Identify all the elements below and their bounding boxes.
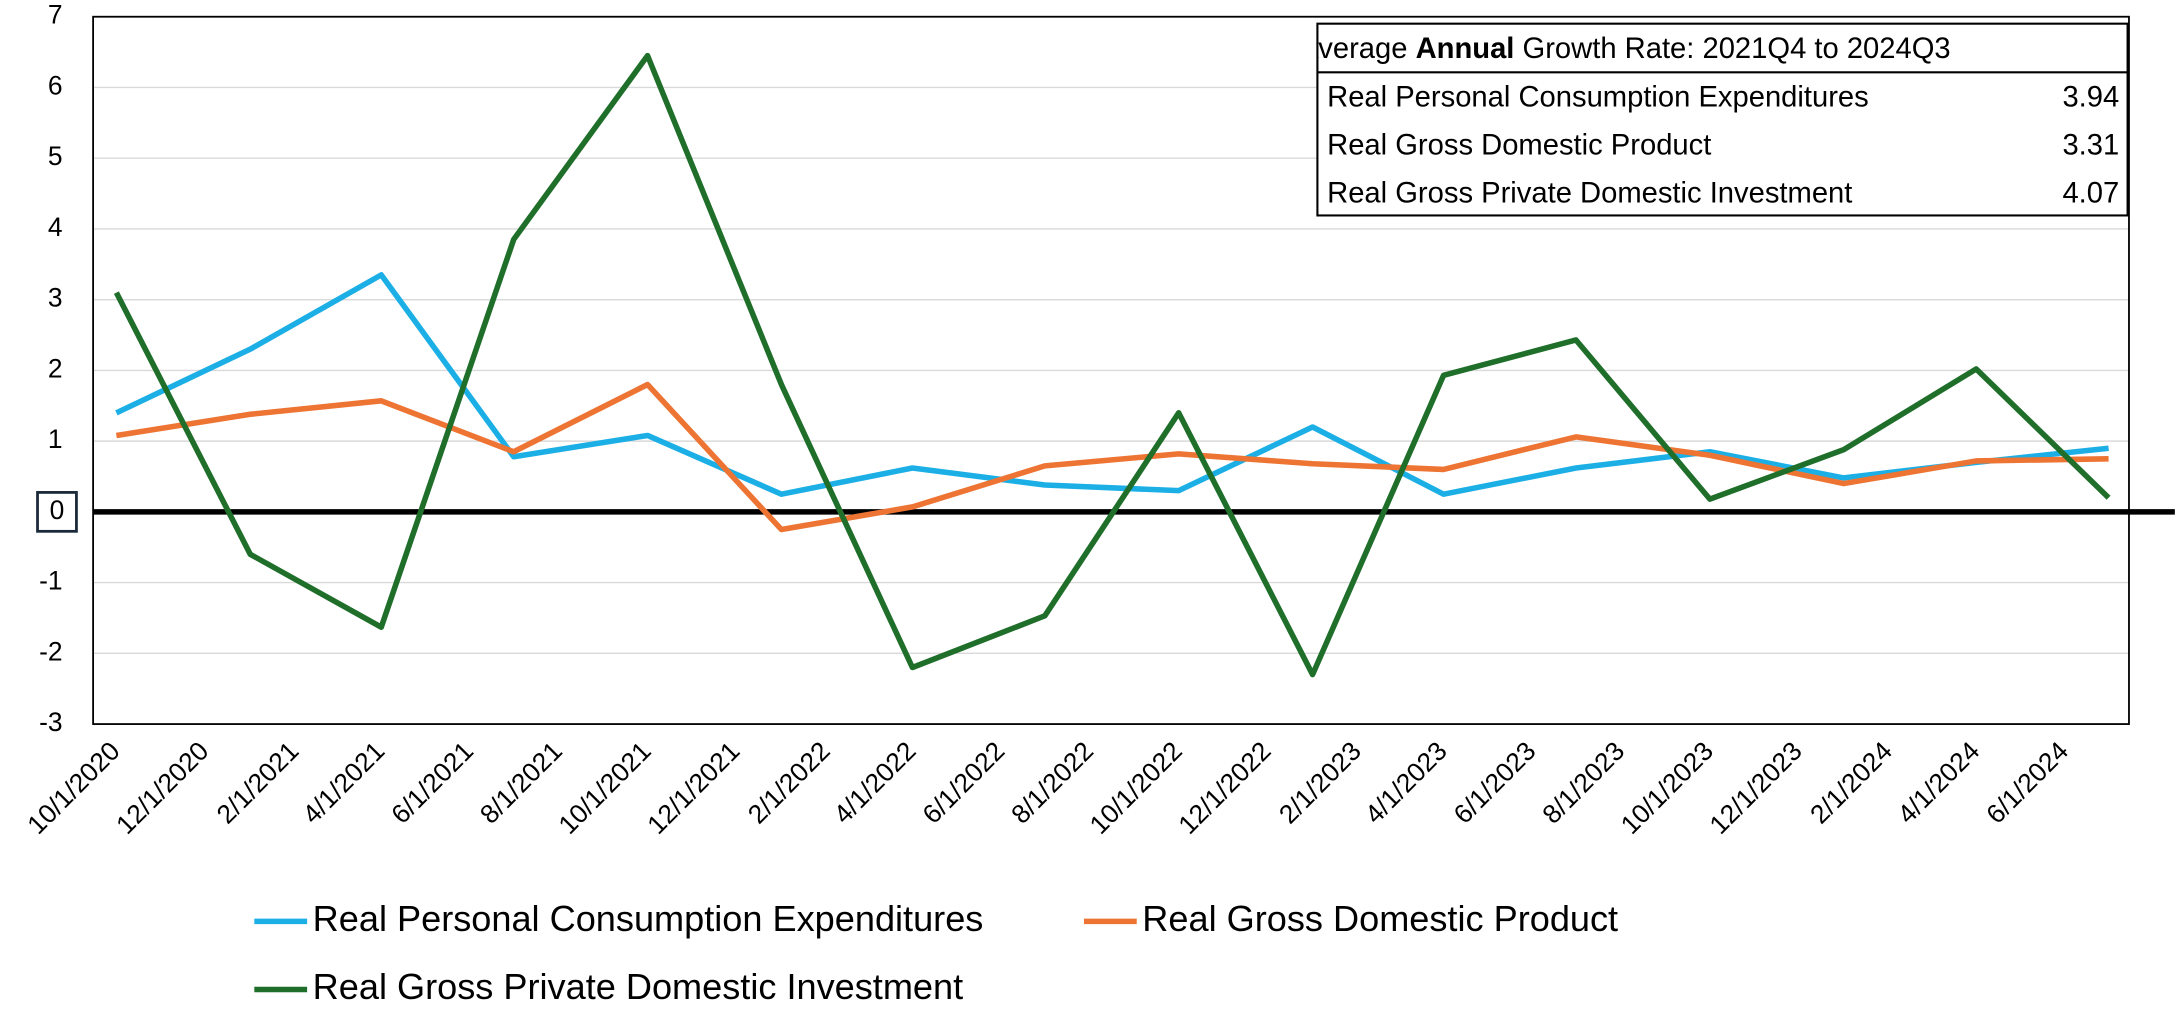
y-tick-label: 5 [48,141,63,171]
x-tick-label: 10/1/2022 [1084,736,1188,840]
y-tick-label: 0 [50,495,65,525]
zero-label-box [36,491,78,533]
x-tick-label: 4/1/2021 [297,736,391,830]
x-tick-label: 6/1/2024 [1980,736,2074,830]
table-title-part: Growth Rate: 2021Q4 to 2024Q3 [1514,33,1950,65]
summary-table: Average Annual Growth Rate: 2021Q4 to 20… [1299,22,2129,217]
table-row-name: Real Gross Domestic Product [1327,129,1711,161]
series-line [113,52,2111,678]
y-axis: -3 -2 -1 0 1 2 3 4 5 6 7 [36,0,78,737]
y-tick-label: 2 [48,353,63,383]
table-row-value: 3.94 [2062,81,2119,113]
y-tick-label: -3 [39,707,62,737]
x-tick-label: 2/1/2022 [742,736,836,830]
x-tick-label: 2/1/2024 [1804,736,1898,830]
x-tick-label: 12/1/2021 [641,736,745,840]
table-row-name: Real Personal Consumption Expenditures [1327,81,1869,113]
series-line [115,272,2109,497]
table-row-name: Real Gross Private Domestic Investment [1327,177,1852,209]
x-tick-label: 10/1/2023 [1615,736,1719,840]
x-tick-label: 10/1/2020 [21,736,125,840]
x-axis: 10/1/202012/1/20202/1/20214/1/20216/1/20… [21,736,2074,840]
x-tick-label: 12/1/2020 [110,736,214,840]
table-row-value: 4.07 [2062,177,2119,209]
plot-border [92,15,2130,725]
table-title: Average Annual Growth Rate: 2021Q4 to 20… [1299,33,1950,65]
x-tick-label: 10/1/2021 [552,736,656,840]
x-tick-label: 4/1/2024 [1891,736,1985,830]
x-tick-label: 6/1/2022 [916,736,1010,830]
table-row-value: 3.31 [2062,129,2119,161]
table-title-part: Average [1299,33,1415,65]
x-tick-label: 4/1/2022 [828,736,922,830]
y-tick-label: 4 [48,212,63,242]
legend-label: Real Personal Consumption Expenditures [313,898,984,939]
y-tick-label: 6 [48,70,63,100]
table-title-bold: Annual [1416,33,1515,65]
series-line [115,381,2109,533]
legend-label: Real Gross Private Domestic Investment [313,966,963,1007]
grid [93,86,2175,655]
x-tick-label: 2/1/2023 [1273,736,1367,830]
y-tick-label: -1 [39,566,62,596]
x-tick-label: 6/1/2021 [385,736,479,830]
table-border [1316,22,2129,217]
series-lines [113,52,2111,678]
y-tick-label: -2 [39,636,62,666]
x-tick-label: 2/1/2021 [211,736,305,830]
x-tick-label: 12/1/2022 [1172,736,1276,840]
legend-label: Real Gross Domestic Product [1142,898,1618,939]
x-tick-label: 4/1/2023 [1359,736,1453,830]
y-tick-label: 7 [48,0,63,30]
y-tick-label: 1 [48,424,63,454]
x-tick-label: 6/1/2023 [1448,736,1542,830]
x-tick-label: 12/1/2023 [1704,736,1808,840]
y-tick-label: 3 [48,283,63,313]
legend: Real Personal Consumption Expenditures Re… [254,898,1618,1007]
